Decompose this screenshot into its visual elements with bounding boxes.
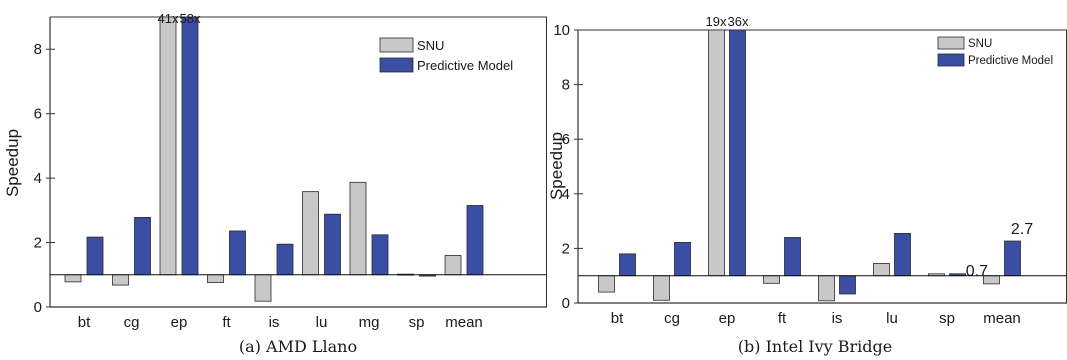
y-tick-label: 2	[34, 235, 42, 252]
x-tick-label: sp	[939, 310, 955, 327]
bar-predictive-model-is	[276, 243, 294, 276]
bar-predictive-model-mean	[466, 205, 484, 276]
off-scale-label: 41x	[158, 11, 179, 26]
x-tick-label: cg	[124, 314, 140, 331]
bar-snu-cg	[112, 274, 129, 286]
bar-predictive-model-ft	[229, 230, 246, 276]
x-tick-label: ep	[171, 314, 188, 331]
y-tick-label: 8	[562, 77, 570, 94]
legend-label: SNU	[417, 38, 444, 53]
x-tick-label: ft	[778, 310, 787, 327]
x-tick-label: mean	[983, 310, 1021, 327]
x-tick-label: lu	[316, 314, 328, 331]
bar-predictive-model-cg	[674, 241, 691, 277]
y-tick-label: 6	[34, 106, 42, 123]
x-tick-label: ft	[222, 314, 231, 331]
bar-snu-mean	[444, 255, 462, 276]
mean-predictive-value-label: 2.7	[1011, 221, 1033, 238]
bar-snu-ep	[159, 16, 177, 276]
bar-snu-bt	[64, 274, 82, 283]
legend-label: Predictive Model	[417, 58, 513, 73]
bar-predictive-model-ep	[729, 29, 746, 277]
x-tick-label: bt	[611, 310, 624, 327]
bar-snu-lu	[302, 191, 319, 276]
bar-snu-lu	[873, 263, 890, 277]
y-tick-label: 10	[553, 22, 570, 39]
bar-predictive-model-is	[839, 275, 856, 295]
bar-snu-cg	[653, 275, 670, 301]
bar-predictive-model-mg	[371, 234, 389, 276]
y-tick-label: 0	[34, 299, 42, 316]
bar-predictive-model-ep	[181, 16, 199, 276]
legend-label: SNU	[968, 38, 992, 50]
bar-predictive-model-cg	[134, 217, 151, 276]
x-tick-label: mean	[445, 314, 483, 331]
legend: SNU Predictive Model	[937, 36, 1053, 67]
x-tick-label: ep	[719, 310, 736, 327]
bar-predictive-model-lu	[324, 213, 341, 276]
y-tick-label: 4	[562, 186, 570, 203]
y-tick-label: 6	[562, 131, 570, 148]
x-tick-label: is	[832, 310, 843, 327]
bar-snu-mg	[349, 181, 367, 276]
legend-label: Predictive Model	[968, 55, 1053, 67]
y-tick-label: 4	[34, 170, 42, 187]
x-tick-label: mg	[359, 314, 380, 331]
bar-predictive-model-mean	[1004, 240, 1021, 277]
legend-swatch-predictive-model	[937, 53, 965, 67]
off-scale-label: 19x	[706, 14, 727, 29]
off-scale-label: 58x	[180, 11, 201, 26]
y-tick-label: 0	[562, 295, 570, 312]
y-tick-label: 2	[562, 240, 570, 257]
bar-snu-bt	[598, 275, 615, 293]
bar-snu-ep	[708, 29, 725, 277]
y-axis-label: Speedup	[547, 132, 566, 200]
x-tick-label: lu	[886, 310, 898, 327]
x-tick-label: is	[269, 314, 280, 331]
x-tick-label: sp	[409, 314, 425, 331]
bar-snu-is	[818, 275, 835, 302]
legend-swatch-snu	[379, 37, 414, 53]
legend: SNU Predictive Model	[379, 37, 513, 73]
panel-caption: (a) AMD Llano	[239, 337, 357, 356]
legend-swatch-snu	[937, 36, 965, 50]
bar-snu-ft	[763, 275, 780, 284]
bar-predictive-model-ft	[784, 237, 801, 277]
bar-predictive-model-lu	[894, 232, 911, 277]
x-tick-label: cg	[664, 310, 680, 327]
off-scale-label: 36x	[728, 14, 749, 29]
y-tick-label: 8	[34, 41, 42, 58]
chart-panel-a: 0 2 4 6 8 Speedup bt cg ep ft is lu mg sp mean 41x 58x SN…	[3, 11, 547, 356]
chart-panel-b: 0 2 4 6 8 10 Speedup bt cg ep ft is lu sp mean 19x 36x 0.…	[547, 14, 1067, 356]
x-tick-label: bt	[78, 314, 91, 331]
bar-snu-is	[254, 274, 272, 302]
mean-snu-value-label: 0.7	[966, 263, 988, 280]
bar-predictive-model-bt	[86, 236, 104, 276]
bar-predictive-model-bt	[619, 253, 636, 277]
legend-swatch-predictive-model	[379, 57, 414, 73]
panel-caption: (b) Intel Ivy Bridge	[738, 337, 893, 356]
y-axis-label: Speedup	[3, 129, 22, 197]
bar-snu-ft	[207, 274, 224, 283]
